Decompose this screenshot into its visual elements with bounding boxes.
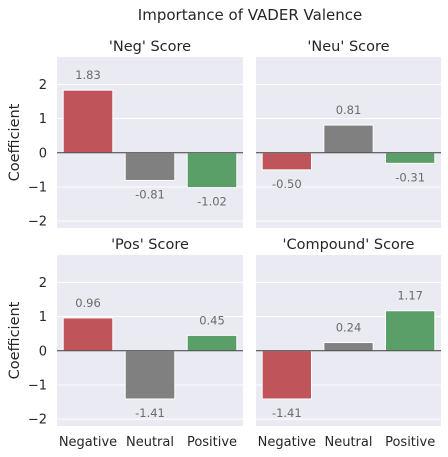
panel-1-ytick-label: 0 bbox=[39, 146, 47, 161]
panel-1-ytick-label: −1 bbox=[28, 180, 47, 195]
panel-1-data-label-neutral: -0.81 bbox=[135, 187, 165, 201]
panel-3-ytick-label: 1 bbox=[39, 310, 47, 325]
panel-3-xtick-label: Neutral bbox=[126, 435, 174, 450]
panel-3-title: 'Pos' Score bbox=[111, 237, 189, 253]
panel-3-xtick-label: Positive bbox=[187, 435, 237, 450]
panel-4-bar-positive bbox=[386, 311, 435, 351]
panel-1-bar-positive bbox=[187, 153, 237, 188]
panel-3-data-label-negative: 0.96 bbox=[75, 296, 101, 310]
panel-1-bar-neutral bbox=[125, 153, 175, 181]
panel-3-bar-negative bbox=[63, 318, 113, 351]
panel-1-title: 'Neg' Score bbox=[109, 39, 191, 55]
panel-3-ytick-label: −1 bbox=[28, 378, 47, 393]
panel-4-data-label-positive: 1.17 bbox=[397, 289, 423, 303]
panel-2-title: 'Neu' Score bbox=[307, 39, 389, 55]
panel-2-data-label-positive: -0.31 bbox=[395, 170, 425, 184]
panel-3-ytick-label: 0 bbox=[39, 344, 47, 359]
panel-1-data-label-positive: -1.02 bbox=[197, 195, 227, 209]
panel-3-bar-positive bbox=[187, 335, 237, 350]
panel-2-data-label-negative: -0.50 bbox=[272, 177, 302, 191]
panel-4-title: 'Compound' Score bbox=[283, 237, 415, 253]
panel-1-data-label-negative: 1.83 bbox=[75, 68, 101, 82]
panel-3-bar-neutral bbox=[125, 351, 175, 399]
figure-title: Importance of VADER Valence bbox=[138, 6, 362, 24]
panel-4-data-label-neutral: 0.24 bbox=[336, 321, 362, 335]
panel-4-xtick-label: Positive bbox=[385, 435, 435, 450]
panel-3-data-label-neutral: -1.41 bbox=[135, 406, 165, 420]
panel-4-data-label-negative: -1.41 bbox=[272, 406, 302, 420]
panel-1-ytick-label: 2 bbox=[39, 78, 47, 93]
panel-1-ytick-label: −2 bbox=[28, 215, 47, 230]
panel-1-ylabel: Coefficient bbox=[7, 103, 23, 181]
panel-1-ytick-label: 1 bbox=[39, 112, 47, 127]
panel-3-xtick-label: Negative bbox=[59, 435, 117, 450]
panel-3-ytick-label: −2 bbox=[28, 413, 47, 428]
panel-1-bar-negative bbox=[63, 90, 113, 153]
panel-3-ylabel: Coefficient bbox=[7, 301, 23, 379]
panel-3-ytick-label: 2 bbox=[39, 276, 47, 291]
panel-2-bar-positive bbox=[386, 153, 435, 164]
panel-2-bar-neutral bbox=[324, 125, 373, 153]
panel-4-bar-negative bbox=[262, 351, 311, 399]
panel-4-xtick-label: Neutral bbox=[325, 435, 373, 450]
panel-4-xtick-label: Negative bbox=[258, 435, 316, 450]
panel-4-bar-neutral bbox=[324, 343, 373, 351]
panel-3-data-label-positive: 0.45 bbox=[199, 313, 225, 327]
panel-2-bar-negative bbox=[262, 153, 311, 170]
panel-2-data-label-neutral: 0.81 bbox=[336, 103, 362, 117]
